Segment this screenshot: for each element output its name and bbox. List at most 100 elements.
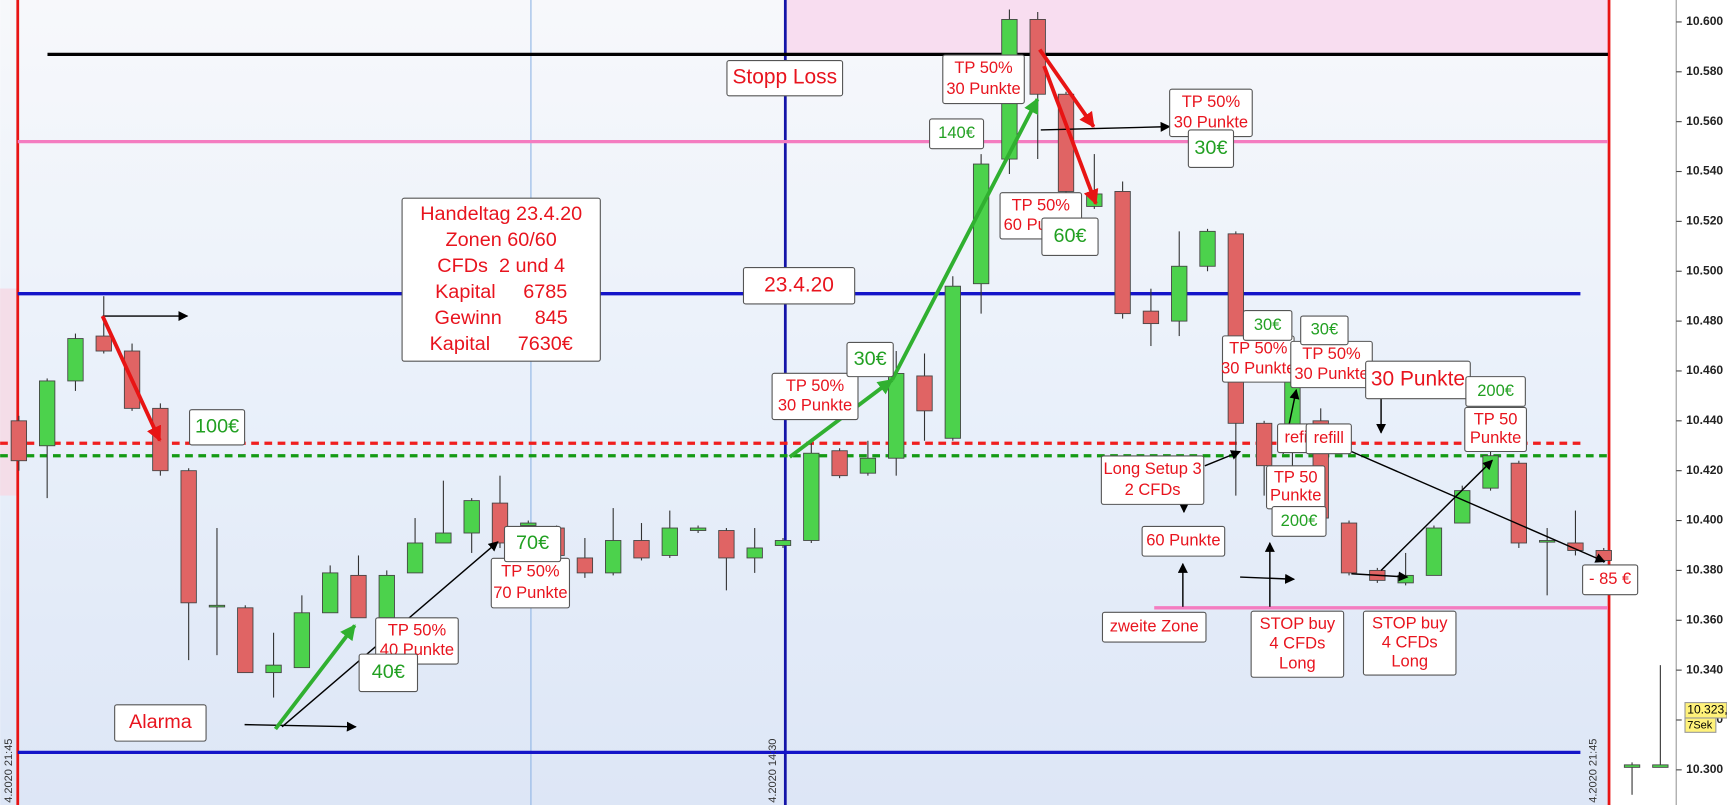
annotation-text: TP 50%: [388, 621, 447, 639]
annotation: TP 50% 70 Punkte: [490, 557, 571, 609]
candle-body: [888, 373, 905, 459]
candle-body: [350, 574, 367, 619]
arrow: [1351, 450, 1606, 563]
annotation-text: Punkte: [1270, 487, 1321, 505]
annotation-text: Handeltag 23.4.20: [420, 203, 582, 225]
candle-body: [916, 375, 933, 412]
annotation: 140€: [929, 118, 985, 150]
annotation-text: 4 CFDs: [1382, 633, 1438, 651]
annotation-box: [929, 118, 985, 150]
annotation-box: [1271, 506, 1327, 537]
annotation-text: TP 50%: [1302, 345, 1361, 363]
candle-body: [237, 607, 254, 674]
session-label: 4.2020 21:45: [1588, 739, 1600, 803]
axis-background: [1610, 0, 1727, 805]
annotation-text: CFDs 2 und 4: [437, 255, 565, 277]
annotation: Alarma: [114, 704, 207, 742]
annotation-box: [1300, 315, 1349, 346]
annotation: 30€: [1300, 315, 1349, 346]
arrow: [1042, 65, 1099, 206]
annotation-text: Long Setup 3: [1103, 460, 1201, 478]
candle-body: [435, 532, 452, 544]
annotation-text: 23.4.20: [764, 273, 834, 296]
candle-body: [633, 540, 650, 559]
y-tick-label: 10.580: [1686, 64, 1723, 78]
annotation-text: 30 Punkte: [1221, 359, 1295, 377]
annotation-text: Punkte: [1470, 429, 1521, 447]
arrow: [1040, 121, 1171, 132]
annotation-text: TP 50%: [954, 59, 1013, 77]
annotation-text: TP 50%: [1182, 93, 1241, 111]
annotation-text: - 85 €: [1589, 570, 1631, 588]
arrow: [1380, 459, 1494, 571]
annotation-text: zweite Zone: [1110, 618, 1199, 636]
annotation: TP 50% 30 Punkte: [1169, 88, 1253, 138]
annotation-text: 60€: [1053, 225, 1086, 247]
candle-body: [10, 420, 28, 462]
annotation: TP 50% 30 Punkte: [1221, 335, 1295, 383]
annotation-text: Zonen 60/60: [446, 229, 557, 251]
annotation-text: 40€: [372, 661, 405, 683]
candle-body: [774, 540, 792, 546]
annotation: TP 50% 30 Punkte: [942, 54, 1025, 105]
annotation-box: [1101, 611, 1207, 643]
annotation-text: 2 CFDs: [1125, 481, 1181, 499]
annotation: 30€: [1187, 129, 1235, 168]
annotation-text: 30€: [1311, 321, 1339, 339]
annotation-text: 100€: [195, 416, 239, 438]
candle-body: [1652, 764, 1669, 768]
candle-body: [265, 664, 282, 674]
annotation: 40€: [358, 653, 419, 693]
annotation: 30€: [1242, 309, 1293, 341]
annotation: Long Setup 3 2 CFDs: [1100, 455, 1205, 505]
annotation-text: 60 Punkte: [1146, 532, 1220, 550]
annotation: 23.4.20: [742, 267, 856, 305]
annotation-box: [114, 704, 207, 742]
annotation-text: Long: [1391, 653, 1428, 671]
annotation-box: [1305, 423, 1352, 455]
annotation-box: [188, 409, 246, 446]
arrow: [890, 97, 1040, 381]
candle-body: [1171, 265, 1188, 322]
candle-body: [1482, 455, 1499, 489]
annotation: Stopp Loss: [726, 60, 844, 97]
annotation-box: [1242, 309, 1293, 341]
annotation: 60€: [1041, 217, 1099, 257]
candle-body: [1142, 310, 1160, 325]
candle-body: [689, 527, 707, 531]
annotation-box: [726, 60, 844, 97]
candle-body: [1425, 527, 1443, 576]
y-tick-label: 10.500: [1686, 263, 1723, 277]
candle-body: [180, 470, 197, 604]
y-tick-label: 10.380: [1686, 563, 1723, 577]
annotation-text: refill: [1314, 429, 1344, 447]
session-label: 4.2020 14:30: [767, 739, 779, 803]
annotation-text: TP 50%: [786, 377, 845, 395]
annotation-box: [1362, 610, 1457, 676]
candle-body: [1199, 230, 1216, 267]
candle-body: [293, 612, 311, 669]
arrow: [273, 624, 357, 731]
annotation-text: TP 50%: [1229, 339, 1288, 357]
annotation-text: 30 Punkte: [778, 397, 852, 415]
candle-body: [378, 574, 395, 619]
annotation-text: 200€: [1477, 382, 1514, 400]
annotation-text: STOP buy: [1372, 614, 1448, 632]
arrow: [1240, 573, 1296, 584]
annotation-text: 30 Punkte: [1294, 365, 1368, 383]
candle-body: [746, 547, 763, 559]
annotation: 100€: [188, 409, 246, 446]
annotation-text: Gewinn 845: [435, 307, 568, 329]
annotation-text: 140€: [938, 124, 975, 142]
session-label: 4.2020 21:45: [3, 739, 15, 803]
arrow: [1351, 571, 1409, 582]
y-tick-label: 10.420: [1686, 463, 1723, 477]
candle-body: [322, 572, 339, 614]
timer-box: [1684, 717, 1717, 733]
annotation-text: STOP buy: [1260, 615, 1336, 633]
candles: 4.2020 21:45 4.2020 14:30 4.2020 21:45: [3, 9, 1669, 803]
